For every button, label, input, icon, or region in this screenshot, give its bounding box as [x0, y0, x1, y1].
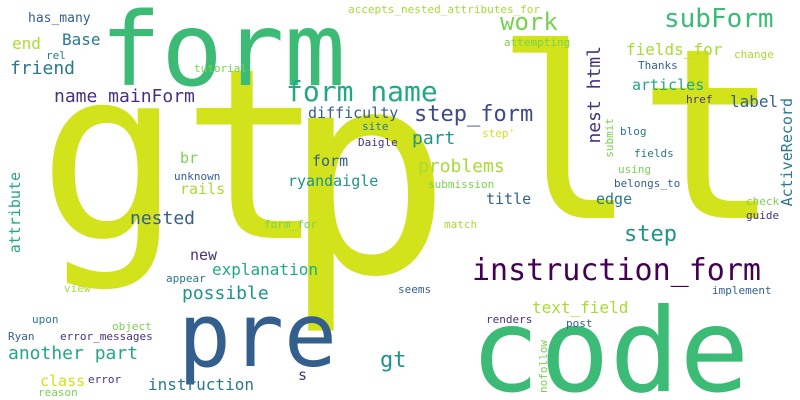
word-code: code [470, 284, 750, 400]
word-p-large: p [282, 10, 452, 339]
word-new: new [190, 246, 218, 264]
word-tutorial: tutorial [194, 62, 247, 75]
word-difficulty: difficulty [308, 104, 399, 122]
word-gt-small: gt [380, 348, 407, 373]
word-another-part: another part [8, 343, 139, 364]
word-lt-large: lt [494, 0, 781, 275]
word-seems: seems [398, 283, 432, 296]
word-appear: appear [166, 272, 206, 285]
word-form-name: form name [286, 75, 438, 108]
word-accepts-nested: accepts_nested_attributes_for [348, 3, 541, 16]
word-label: label [730, 92, 779, 111]
word-problems: problems [418, 156, 505, 177]
word-possible: possible [182, 283, 269, 304]
word-pre: pre [178, 284, 337, 387]
word-name-mainform: name mainForm [54, 86, 195, 107]
word-fields-for: fields_for [626, 40, 723, 59]
word-subform: subForm [664, 4, 774, 34]
word-blog: blog [620, 125, 647, 138]
word-explanation: explanation [212, 260, 318, 279]
word-articles: articles [632, 76, 705, 94]
word-post: post [566, 317, 593, 330]
word-fields: fields [634, 147, 674, 160]
word-br: br [180, 149, 199, 167]
word-nest-html: nest html [584, 46, 605, 144]
word-attempting: attempting [504, 36, 571, 49]
word-using: using [618, 163, 652, 176]
word-base: Base [62, 30, 101, 49]
word-rel: rel [46, 49, 66, 62]
word-end: end [12, 34, 41, 53]
word-has-many: has_many [28, 11, 91, 26]
word-nested: nested [130, 208, 196, 229]
word-reason: reason [38, 386, 78, 399]
word-ryandaigle: ryandaigle [288, 172, 379, 190]
word-site: site [362, 120, 389, 133]
word-thanks: Thanks [638, 59, 678, 72]
word-instruction: instruction [148, 375, 254, 394]
word-step: step [624, 222, 677, 247]
word-check: check [746, 195, 780, 208]
word-change: change [734, 48, 774, 61]
word-activerecord: ActiveRecord [778, 98, 796, 207]
word-submission: submission [428, 178, 495, 191]
word-step-quote: step' [482, 127, 516, 140]
word-href: href [686, 93, 713, 106]
word-belongs-to: belongs_to [614, 177, 681, 190]
word-class: class [40, 372, 86, 390]
word-part: part [412, 128, 456, 149]
word-edge: edge [596, 190, 633, 208]
word-ryan: Ryan [8, 330, 35, 343]
word-nofollow: nofollow [537, 340, 550, 393]
word-step-form: step_form [414, 102, 534, 127]
word-implement: implement [712, 284, 772, 297]
word-renders: renders [486, 313, 533, 326]
word-gt-large: gt [38, 18, 325, 295]
word-error: error [88, 373, 122, 386]
word-error-messages: error_messages [60, 330, 153, 343]
word-daigle: Daigle [358, 136, 398, 149]
word-object: object [112, 320, 152, 333]
word-submit: submit [603, 118, 616, 158]
word-s: s [298, 366, 308, 384]
word-form-for: form_for [264, 218, 317, 231]
word-text-field: text_field [532, 298, 629, 317]
word-instruction-form: instruction_form [472, 253, 761, 288]
word-lt-form: form [100, 0, 346, 110]
word-form-small: form [312, 152, 349, 170]
word-rails: rails [180, 180, 226, 198]
word-view: view [64, 282, 91, 295]
word-guide: guide [746, 209, 780, 222]
word-work: work [500, 8, 558, 36]
word-upon: upon [32, 313, 59, 326]
word-friend: friend [10, 58, 76, 79]
word-match: match [444, 218, 478, 231]
word-title: title [486, 190, 532, 208]
word-attribute: attribute [6, 172, 24, 254]
word-unknown: unknown [174, 170, 221, 183]
